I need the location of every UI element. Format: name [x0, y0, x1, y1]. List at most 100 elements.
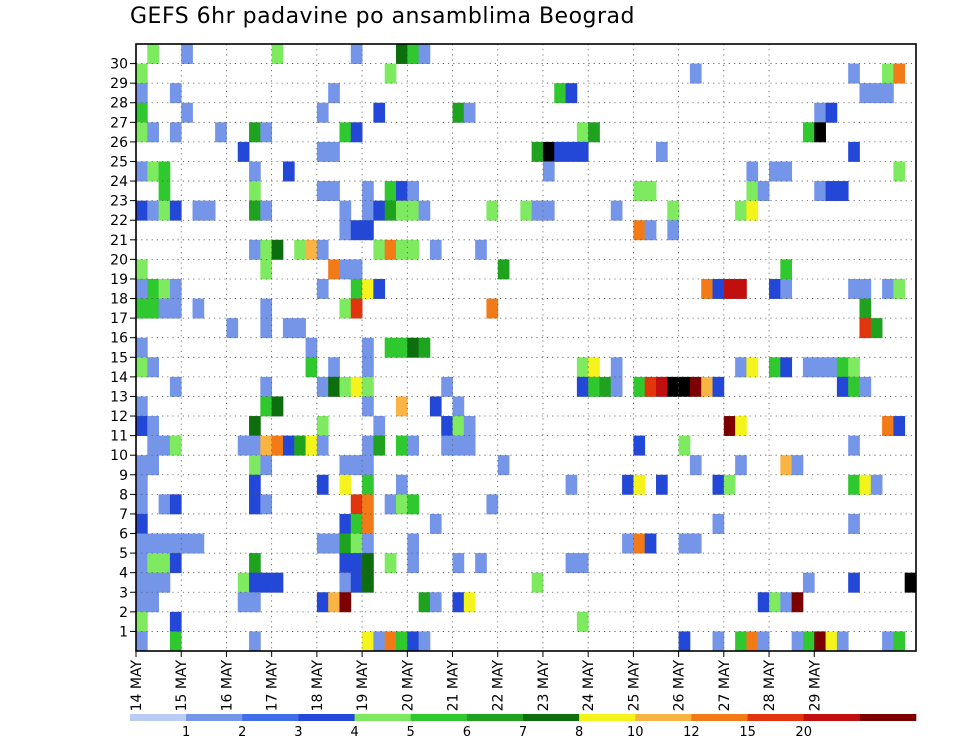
heatmap-cell: [169, 611, 182, 632]
heatmap-cell: [316, 474, 329, 495]
heatmap-cell: [667, 200, 679, 221]
heatmap-cell: [350, 278, 363, 299]
heatmap-cell: [339, 220, 352, 241]
heatmap-cell: [373, 239, 386, 260]
heatmap-cell: [158, 533, 171, 554]
heatmap-cell: [136, 494, 148, 515]
heatmap-cell: [362, 631, 374, 652]
heatmap-cell: [407, 44, 419, 64]
heatmap-cell: [339, 513, 352, 534]
legend-label: 4: [350, 725, 358, 740]
heatmap-cell: [350, 298, 363, 319]
heatmap-cell: [384, 553, 397, 574]
heatmap-cell: [396, 494, 408, 515]
x-tick-label: 29 MAY: [807, 660, 823, 712]
heatmap-cell: [780, 259, 793, 280]
heatmap-cell: [328, 259, 340, 280]
heatmap-cell: [350, 122, 363, 143]
heatmap-cell: [565, 83, 578, 104]
heatmap-cell: [791, 631, 804, 652]
heatmap-cell: [407, 435, 419, 456]
heatmap-cell: [531, 141, 544, 162]
heatmap-cell: [350, 376, 363, 397]
heatmap-cell: [316, 592, 329, 613]
heatmap-cell: [757, 181, 770, 202]
heatmap-cell: [633, 181, 646, 202]
heatmap-cell: [848, 572, 860, 593]
legend-swatch: [298, 714, 355, 721]
heatmap-cell: [316, 141, 329, 162]
heatmap-cell: [735, 416, 747, 437]
heatmap-cell: [384, 239, 397, 260]
heatmap-cell: [339, 455, 352, 476]
heatmap-cell: [136, 592, 148, 613]
heatmap-cell: [814, 357, 826, 378]
y-tick-label: 1: [119, 624, 128, 640]
heatmap-cell: [136, 161, 148, 182]
heatmap-cell: [859, 298, 872, 319]
x-tick-label: 28 MAY: [762, 660, 778, 712]
heatmap-cell: [486, 200, 499, 221]
x-tick-label: 25 MAY: [626, 660, 642, 712]
heatmap-cell: [339, 376, 352, 397]
legend-label: 6: [463, 725, 471, 740]
heatmap-cell: [158, 572, 171, 593]
heatmap-cell: [848, 474, 860, 495]
heatmap-cell: [441, 376, 453, 397]
heatmap-cell: [249, 122, 261, 143]
heatmap-cell: [407, 631, 419, 652]
y-tick-label: 28: [110, 96, 128, 112]
heatmap-cell: [362, 376, 374, 397]
y-tick-label: 17: [110, 311, 128, 327]
heatmap-cell: [147, 455, 159, 476]
heatmap-cell: [136, 83, 148, 104]
heatmap-cell: [147, 278, 159, 299]
heatmap-cell: [667, 376, 679, 397]
heatmap-cell: [859, 83, 872, 104]
heatmap-cell: [396, 435, 408, 456]
y-axis-ticks: 1234567891011121314151617181920212223242…: [110, 57, 136, 640]
heatmap-cell: [633, 220, 646, 241]
heatmap-cell: [497, 259, 510, 280]
heatmap-cell: [882, 416, 894, 437]
y-tick-label: 19: [110, 272, 128, 288]
heatmap-cell: [452, 435, 465, 456]
y-tick-label: 6: [119, 527, 128, 543]
heatmap-cell: [169, 200, 182, 221]
heatmap-cell: [249, 161, 261, 182]
plot-frame: [135, 43, 917, 652]
heatmap-cell: [746, 200, 759, 221]
heatmap-cell: [169, 631, 182, 652]
heatmap-cell: [328, 83, 340, 104]
y-tick-label: 10: [110, 448, 128, 464]
heatmap-cell: [192, 298, 205, 319]
heatmap-cell: [328, 141, 340, 162]
heatmap-cell: [656, 141, 668, 162]
heatmap-cell: [316, 102, 329, 123]
heatmap-cell: [249, 239, 261, 260]
legend-label: 8: [575, 725, 583, 740]
y-tick-label: 20: [110, 252, 128, 268]
y-tick-label: 30: [110, 57, 128, 73]
heatmap-cell: [136, 259, 148, 280]
heatmap-cell: [780, 161, 793, 182]
heatmap-cell: [305, 337, 318, 358]
legend-swatch: [747, 714, 805, 721]
heatmap-cell: [328, 592, 340, 613]
heatmap-cell: [181, 44, 193, 64]
heatmap-cell: [656, 474, 668, 495]
y-tick-label: 13: [110, 389, 128, 405]
x-tick-label: 27 MAY: [717, 660, 733, 712]
y-tick-label: 14: [110, 370, 128, 386]
heatmap-cell: [350, 220, 363, 241]
heatmap-cell: [384, 337, 397, 358]
heatmap-cell: [407, 200, 419, 221]
heatmap-cell: [429, 239, 442, 260]
heatmap-cell: [136, 513, 148, 534]
heatmap-cell: [644, 376, 657, 397]
heatmap-cell: [576, 611, 589, 632]
heatmap-cell: [475, 553, 487, 574]
heatmap-cell: [362, 357, 374, 378]
heatmap-cell: [667, 220, 679, 241]
x-tick-label: 15 MAY: [174, 660, 190, 712]
